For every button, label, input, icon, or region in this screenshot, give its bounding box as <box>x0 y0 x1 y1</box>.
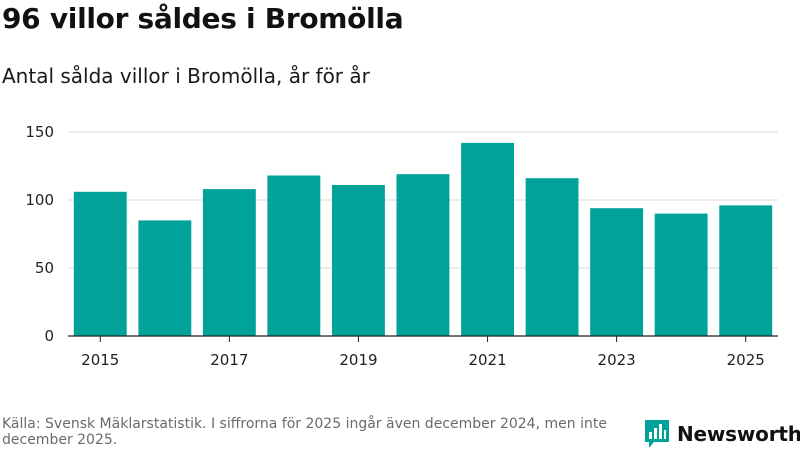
x-tick-label: 2017 <box>210 351 248 369</box>
y-tick-label: 50 <box>35 259 54 277</box>
bar-chart-icon <box>645 420 669 448</box>
bar-2018 <box>267 175 321 336</box>
chart-title: 96 villor såldes i Bromölla <box>2 2 404 35</box>
bar-2023 <box>590 208 644 336</box>
bar-2020 <box>396 174 450 336</box>
brand-name: Newsworthy <box>677 422 800 446</box>
y-axis-ticks: 0 50 100 150 <box>25 123 54 345</box>
bar-2019 <box>332 185 385 336</box>
x-tick-label: 2015 <box>81 351 119 369</box>
bar-2022 <box>525 178 579 336</box>
x-tick-label: 2021 <box>468 351 506 369</box>
chart-subtitle: Antal sålda villor i Bromölla, år för år <box>2 64 370 88</box>
brand-logo: Newsworthy <box>645 419 800 449</box>
x-tick-label: 2019 <box>339 351 377 369</box>
bar-2024 <box>654 213 708 336</box>
bar-2015 <box>73 191 127 336</box>
y-tick-label: 100 <box>25 191 54 209</box>
bars <box>73 142 773 336</box>
y-tick-label: 0 <box>44 327 54 345</box>
bar-chart: 0 50 100 150 2015 2017 2019 2021 2023 2025 <box>25 123 778 369</box>
bar-2017 <box>202 189 256 336</box>
bar-2016 <box>138 220 192 336</box>
x-axis-ticks: 2015 2017 2019 2021 2023 2025 <box>81 336 765 369</box>
y-tick-label: 150 <box>25 123 54 141</box>
x-tick-label: 2025 <box>727 351 765 369</box>
source-note: Källa: Svensk Mäklarstatistik. I siffror… <box>2 416 607 448</box>
bar-2021 <box>461 142 514 336</box>
bar-2025 <box>719 205 773 336</box>
x-tick-label: 2023 <box>598 351 636 369</box>
